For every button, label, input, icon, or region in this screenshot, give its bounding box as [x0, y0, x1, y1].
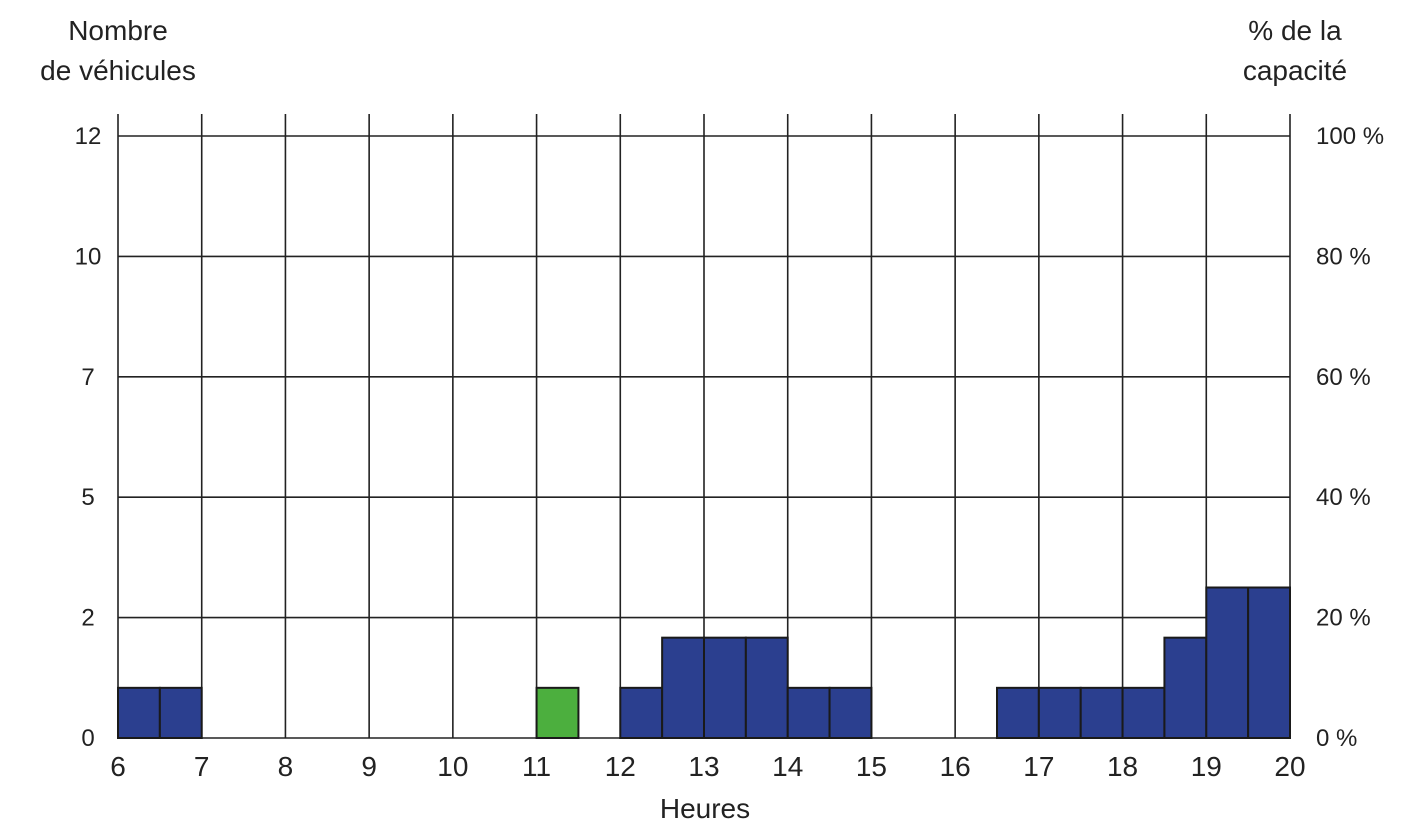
x-tick-label: 11	[522, 751, 551, 782]
x-tick-label: 13	[688, 751, 719, 782]
y-left-tick-label: 0	[81, 725, 94, 752]
y-axis-left-title-line1: Nombre	[68, 15, 168, 46]
y-left-tick-label: 2	[81, 605, 94, 632]
y-axis-right-title-line2: capacité	[1243, 55, 1347, 86]
x-tick-label: 8	[278, 751, 294, 782]
bar	[158, 686, 203, 739]
x-axis-title: Heures	[660, 793, 750, 824]
x-tick-label: 7	[194, 751, 210, 782]
bar	[619, 686, 664, 739]
y-left-tick-label: 10	[75, 243, 102, 270]
bar	[117, 686, 161, 739]
bar	[535, 686, 580, 739]
bars	[117, 586, 1291, 740]
y-right-tick-label: 60 %	[1316, 364, 1371, 391]
bar	[1247, 586, 1291, 739]
x-tick-label: 6	[110, 751, 126, 782]
y-left-tick-label: 7	[81, 364, 94, 391]
x-tick-label: 9	[361, 751, 377, 782]
bar	[661, 636, 706, 740]
x-tick-label: 18	[1107, 751, 1138, 782]
bar	[703, 636, 747, 740]
bar	[828, 686, 873, 739]
y-left-tick-label: 12	[75, 123, 102, 150]
x-tick-label: 17	[1023, 751, 1054, 782]
bar	[744, 636, 789, 740]
x-tick-label: 10	[437, 751, 468, 782]
y-axis-right-title-line1: % de la	[1248, 15, 1342, 46]
tick-labels: 0 2 5 7 10 12 0 % 20 % 40 % 60 % 80 % 100 % 6 7 8 9 10 11…	[75, 123, 1384, 782]
x-tick-label: 19	[1191, 751, 1222, 782]
bar	[786, 686, 831, 739]
x-tick-label: 14	[772, 751, 803, 782]
bar	[1205, 586, 1250, 739]
y-right-tick-label: 100 %	[1316, 123, 1384, 150]
y-right-tick-label: 80 %	[1316, 243, 1371, 270]
bar	[1121, 686, 1166, 739]
bar	[1079, 686, 1124, 739]
y-axis-left-title-line2: de véhicules	[40, 55, 196, 86]
y-right-tick-label: 20 %	[1316, 605, 1371, 632]
bar	[1037, 686, 1082, 739]
y-left-tick-label: 5	[81, 484, 94, 511]
bar	[996, 686, 1040, 739]
y-right-tick-label: 0 %	[1316, 725, 1357, 752]
y-right-tick-label: 40 %	[1316, 484, 1371, 511]
bar	[1163, 636, 1208, 740]
x-tick-label: 16	[940, 751, 971, 782]
x-tick-label: 15	[856, 751, 887, 782]
x-tick-label: 20	[1274, 751, 1305, 782]
x-tick-label: 12	[605, 751, 636, 782]
grid	[117, 114, 1291, 739]
